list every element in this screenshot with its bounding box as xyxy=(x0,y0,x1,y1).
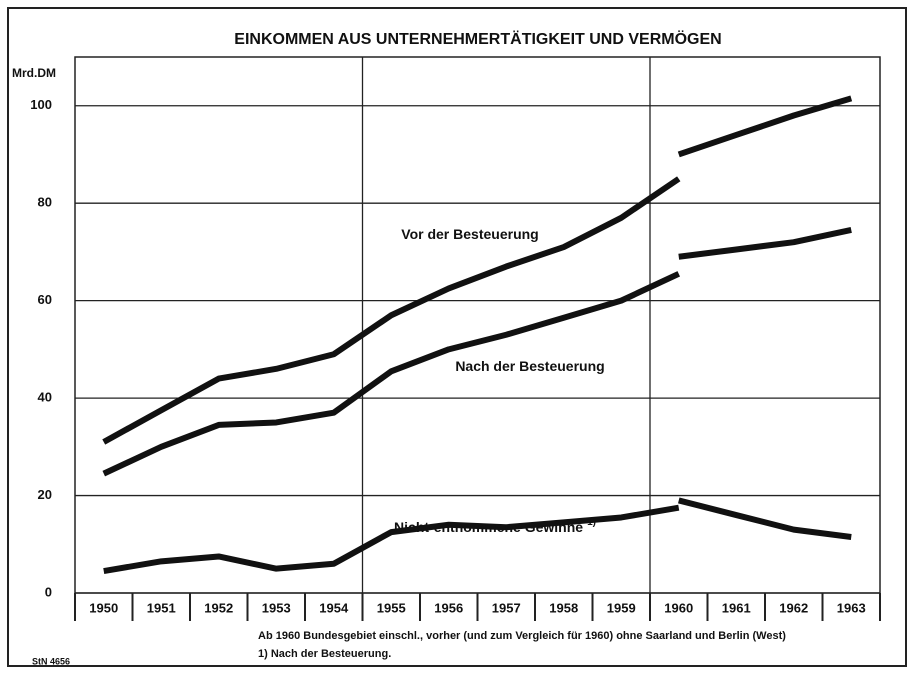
y-tick-label: 60 xyxy=(38,292,52,307)
line xyxy=(103,504,680,575)
chart-title: EINKOMMEN AUS UNTERNEHMERTÄTIGKEIT UND V… xyxy=(234,29,721,48)
x-tick-label: 1957 xyxy=(492,600,521,615)
x-tick-label: 1959 xyxy=(607,600,636,615)
x-tick-label: 1950 xyxy=(89,600,118,615)
source: StN 4656 xyxy=(32,656,70,666)
line xyxy=(102,271,681,477)
x-tick-label: 1962 xyxy=(779,600,808,615)
y-axis-label: Mrd.DM xyxy=(12,66,56,80)
series-label-text: Nicht-entnommene Gewinne xyxy=(394,519,583,535)
line xyxy=(678,497,852,540)
y-tick-label: 20 xyxy=(38,487,52,502)
x-tick-label: 1963 xyxy=(837,600,866,615)
series-label: Nicht-entnommene Gewinne 1) xyxy=(394,517,596,535)
note: Ab 1960 Bundesgebiet einschl., vorher (u… xyxy=(258,630,786,642)
line xyxy=(677,95,853,158)
series-label: Vor der Besteuerung xyxy=(401,226,538,242)
y-tick-label: 40 xyxy=(38,390,52,405)
note: 1) Nach der Besteuerung. xyxy=(258,648,391,660)
y-tick-label: 0 xyxy=(45,584,52,599)
x-tick-label: 1961 xyxy=(722,600,751,615)
footnote-ref: 1) xyxy=(587,517,596,528)
line xyxy=(102,176,681,445)
x-tick-label: 1951 xyxy=(147,600,176,615)
x-tick-label: 1955 xyxy=(377,600,406,615)
x-tick-label: 1954 xyxy=(319,600,349,615)
frame xyxy=(7,7,907,667)
x-tick-label: 1956 xyxy=(434,600,463,615)
y-tick-label: 100 xyxy=(30,97,52,112)
x-tick-label: 1960 xyxy=(664,600,693,615)
y-tick-label: 80 xyxy=(38,195,52,210)
line xyxy=(678,227,852,260)
series-label-text: Vor der Besteuerung xyxy=(401,226,538,242)
series-label: Nach der Besteuerung xyxy=(455,358,604,374)
x-tick-label: 1953 xyxy=(262,600,291,615)
series-label-text: Nach der Besteuerung xyxy=(455,358,604,374)
x-tick-label: 1952 xyxy=(204,600,233,615)
x-tick-label: 1958 xyxy=(549,600,578,615)
